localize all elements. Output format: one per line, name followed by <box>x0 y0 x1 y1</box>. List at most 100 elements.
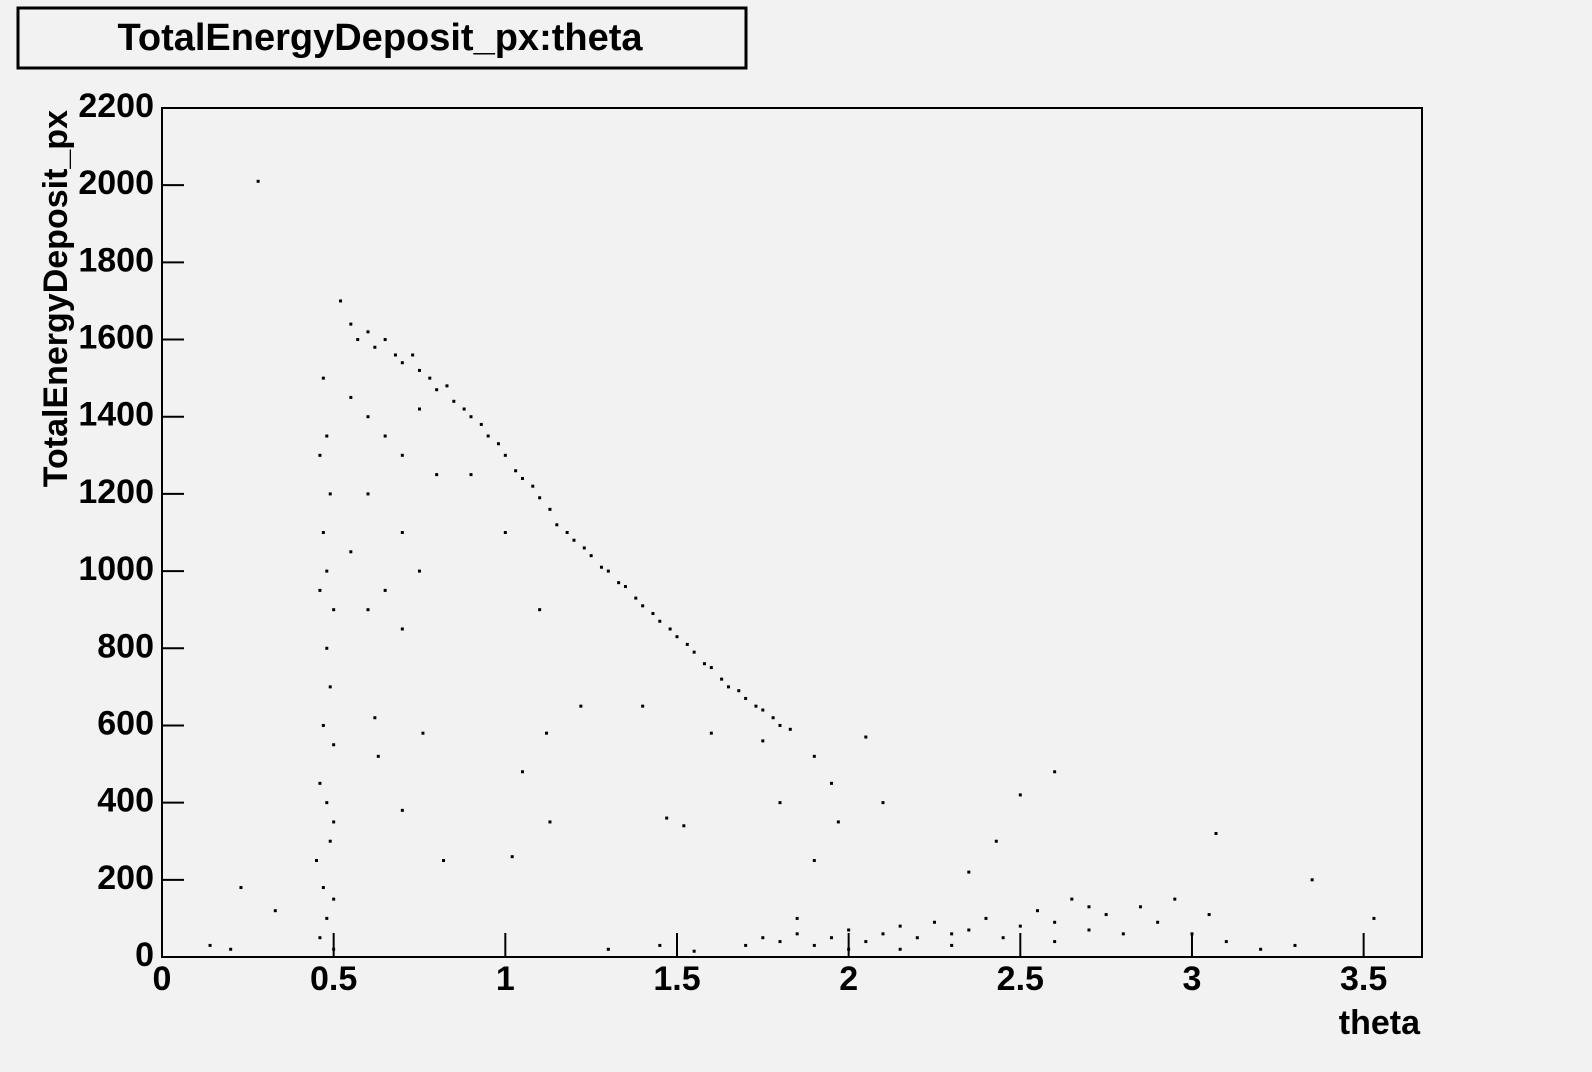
y-tick-label: 1600 <box>78 319 154 357</box>
point <box>349 395 353 399</box>
x-tick-label: 2 <box>839 960 858 998</box>
point <box>321 376 325 380</box>
point <box>318 936 322 940</box>
point <box>761 708 765 712</box>
point <box>503 531 507 534</box>
point <box>641 704 645 708</box>
point <box>778 801 782 805</box>
point <box>428 376 432 380</box>
point <box>829 781 833 785</box>
point <box>1035 909 1039 913</box>
y-axis-title: TotalEnergyDeposit_px <box>37 110 75 487</box>
point <box>675 635 679 639</box>
point <box>325 801 329 805</box>
point <box>720 677 724 681</box>
point <box>898 924 902 928</box>
point <box>565 531 569 534</box>
point <box>641 604 645 608</box>
point <box>617 581 621 585</box>
point <box>737 689 741 693</box>
point <box>400 531 404 534</box>
point <box>984 916 988 920</box>
point <box>709 731 713 735</box>
point <box>771 716 775 720</box>
x-tick-label: 0.5 <box>310 960 357 998</box>
point <box>321 531 325 534</box>
point <box>545 731 549 735</box>
point <box>400 627 404 631</box>
point <box>442 859 446 863</box>
point <box>321 886 325 890</box>
point <box>325 646 329 650</box>
point <box>847 928 851 932</box>
point <box>328 685 332 689</box>
point <box>318 453 322 457</box>
point <box>754 704 758 708</box>
point <box>761 936 765 940</box>
point <box>273 909 277 913</box>
point <box>836 820 840 824</box>
y-tick-label: 200 <box>97 859 154 897</box>
point <box>325 569 329 573</box>
x-tick-label: 2.5 <box>997 960 1044 998</box>
point <box>349 322 353 326</box>
point <box>1293 943 1297 947</box>
point <box>606 947 610 951</box>
point <box>555 523 559 527</box>
point <box>795 932 799 936</box>
point <box>812 859 816 863</box>
point <box>383 338 387 342</box>
point <box>208 943 212 947</box>
point <box>864 940 868 944</box>
point <box>692 650 696 654</box>
point <box>994 839 998 843</box>
point <box>239 886 243 890</box>
point <box>318 588 322 592</box>
point <box>383 588 387 592</box>
point <box>469 415 473 419</box>
chart-title: TotalEnergyDeposit_px:theta <box>117 17 643 59</box>
point <box>847 947 851 951</box>
point <box>366 608 370 612</box>
point <box>1156 920 1160 924</box>
point <box>349 550 353 554</box>
point <box>538 496 542 500</box>
y-tick-label: 600 <box>97 704 154 742</box>
point <box>1070 897 1074 901</box>
point <box>812 754 816 758</box>
point <box>967 870 971 874</box>
point <box>1018 793 1022 797</box>
point <box>864 735 868 739</box>
point <box>332 897 336 901</box>
point <box>486 434 490 438</box>
point <box>1190 932 1194 936</box>
point <box>411 353 415 357</box>
point <box>1001 936 1005 940</box>
point <box>417 368 421 372</box>
point <box>932 920 936 924</box>
y-tick-label: 400 <box>97 782 154 820</box>
y-tick-label: 800 <box>97 627 154 665</box>
point <box>496 442 500 446</box>
x-tick-label: 0 <box>153 960 172 998</box>
point <box>332 608 336 612</box>
point <box>366 330 370 334</box>
point <box>445 384 449 388</box>
point <box>572 538 576 542</box>
point <box>339 299 343 303</box>
point <box>435 473 439 477</box>
point <box>881 932 885 936</box>
point <box>658 943 662 947</box>
point <box>531 484 535 488</box>
point <box>1372 916 1376 920</box>
point <box>229 947 233 951</box>
x-tick-label: 3 <box>1183 960 1202 998</box>
point <box>682 824 686 828</box>
point <box>548 507 552 511</box>
point <box>1087 928 1091 932</box>
x-tick-label: 3.5 <box>1340 960 1387 998</box>
point <box>778 723 782 727</box>
point <box>421 731 425 735</box>
point <box>606 569 610 573</box>
